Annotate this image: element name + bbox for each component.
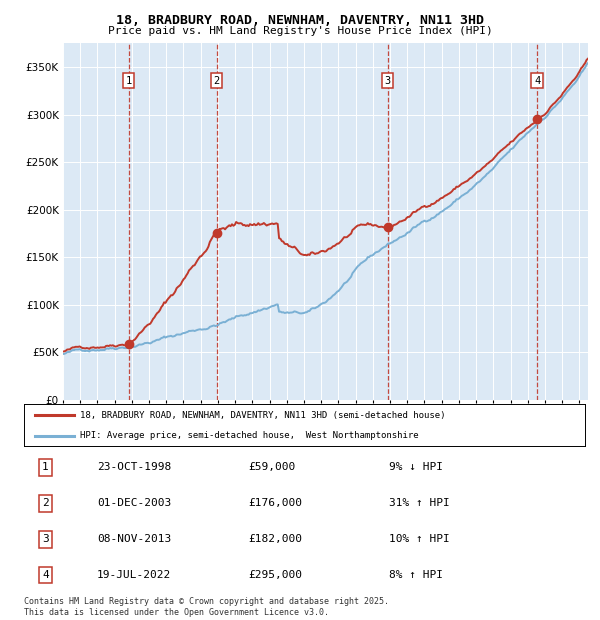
Text: 2: 2 — [42, 498, 49, 508]
Text: £176,000: £176,000 — [248, 498, 302, 508]
Text: £59,000: £59,000 — [248, 463, 296, 472]
Text: 19-JUL-2022: 19-JUL-2022 — [97, 570, 171, 580]
Text: 4: 4 — [534, 76, 541, 86]
Text: £182,000: £182,000 — [248, 534, 302, 544]
Text: 18, BRADBURY ROAD, NEWNHAM, DAVENTRY, NN11 3HD: 18, BRADBURY ROAD, NEWNHAM, DAVENTRY, NN… — [116, 14, 484, 27]
Text: 1: 1 — [42, 463, 49, 472]
Text: £295,000: £295,000 — [248, 570, 302, 580]
Text: 08-NOV-2013: 08-NOV-2013 — [97, 534, 171, 544]
Text: 1: 1 — [125, 76, 132, 86]
Text: HPI: Average price, semi-detached house,  West Northamptonshire: HPI: Average price, semi-detached house,… — [80, 432, 419, 440]
Text: 3: 3 — [42, 534, 49, 544]
Text: 31% ↑ HPI: 31% ↑ HPI — [389, 498, 449, 508]
Text: Contains HM Land Registry data © Crown copyright and database right 2025.
This d: Contains HM Land Registry data © Crown c… — [24, 598, 389, 617]
Text: Price paid vs. HM Land Registry's House Price Index (HPI): Price paid vs. HM Land Registry's House … — [107, 26, 493, 36]
Text: 9% ↓ HPI: 9% ↓ HPI — [389, 463, 443, 472]
Text: 18, BRADBURY ROAD, NEWNHAM, DAVENTRY, NN11 3HD (semi-detached house): 18, BRADBURY ROAD, NEWNHAM, DAVENTRY, NN… — [80, 410, 446, 420]
Text: 3: 3 — [385, 76, 391, 86]
Text: 8% ↑ HPI: 8% ↑ HPI — [389, 570, 443, 580]
Text: 4: 4 — [42, 570, 49, 580]
Text: 10% ↑ HPI: 10% ↑ HPI — [389, 534, 449, 544]
Text: 23-OCT-1998: 23-OCT-1998 — [97, 463, 171, 472]
Text: 01-DEC-2003: 01-DEC-2003 — [97, 498, 171, 508]
Text: 2: 2 — [214, 76, 220, 86]
